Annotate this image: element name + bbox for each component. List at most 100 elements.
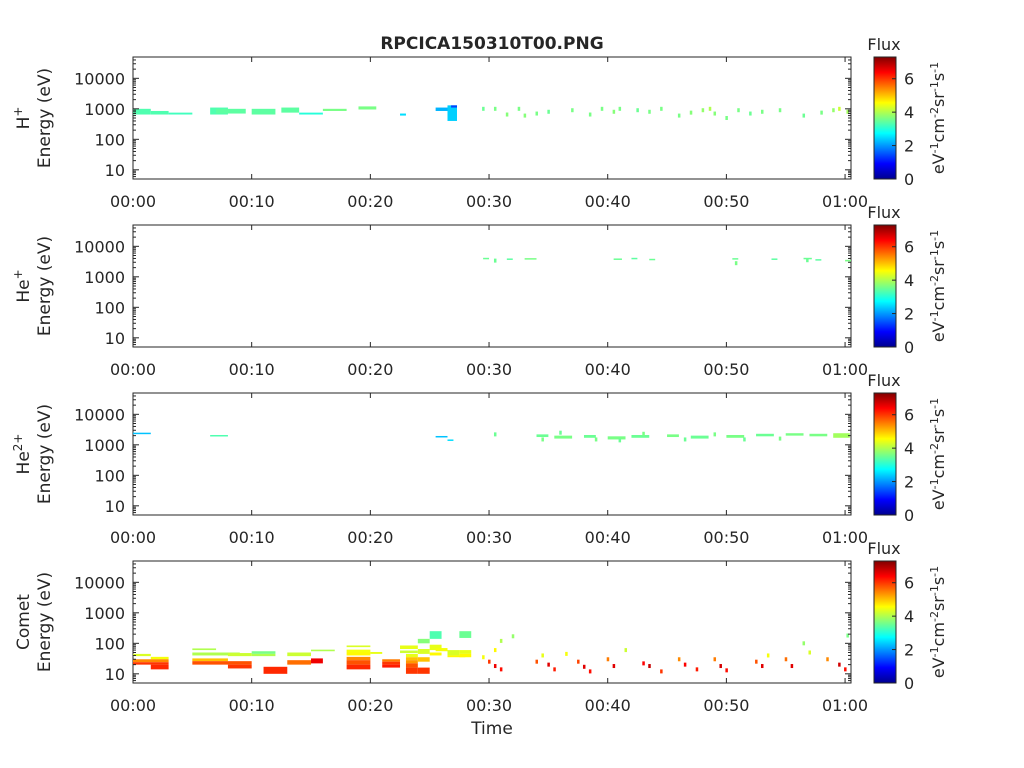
- heatmap-cell: [624, 648, 628, 653]
- heatmap-cell: [281, 107, 300, 113]
- x-tick-label: 00:40: [585, 360, 631, 379]
- heatmap-cell: [826, 657, 829, 662]
- x-tick-label: 00:30: [466, 696, 512, 715]
- heatmap-cell: [346, 656, 371, 661]
- heatmap-cell: [346, 649, 371, 653]
- heatmap-cell: [554, 435, 573, 439]
- heatmap-cell: [778, 108, 782, 113]
- y-tick-label: 1000: [84, 268, 125, 287]
- heatmap-cell: [311, 649, 335, 652]
- heatmap-cell: [322, 108, 347, 111]
- heatmap-cell: [577, 659, 580, 664]
- x-tick-label: 00:20: [347, 360, 393, 379]
- plot-frame: [132, 392, 852, 516]
- heatmap-cell: [133, 662, 169, 665]
- panel-he2p: 10 100 1000 10000 00:00 00:10 00:20 00:30 00:40 0…: [11, 371, 948, 547]
- heatmap-cell: [713, 657, 717, 662]
- y-tick-label: 10: [105, 665, 125, 684]
- panel-hp: 10 100 1000 10000 00:00 00:10 00:20 00:30 00:40 0…: [11, 35, 948, 211]
- y-tick-label: 10000: [74, 69, 125, 88]
- heatmap-cell: [346, 660, 371, 665]
- colorbar-tick-label: 2: [904, 305, 914, 324]
- panel-comet: 10 100 1000 10000 00:00 00:10 00:20 00:30 00:40 0…: [14, 539, 948, 739]
- heatmap-cell: [612, 664, 616, 669]
- colorbar: Flux 0 2 4 6 eV-1cm-2sr-1s-1: [867, 35, 948, 189]
- heatmap-cell: [820, 110, 823, 115]
- heatmap-cell: [749, 111, 752, 116]
- x-tick-label: 01:00: [822, 192, 868, 211]
- heatmap-cell: [382, 661, 401, 665]
- x-tick-label: 00:20: [347, 528, 393, 547]
- heatmap-cell: [251, 108, 276, 115]
- heatmap-cell: [400, 645, 418, 650]
- heatmap-cell: [766, 653, 770, 658]
- heatmap-cell: [459, 631, 472, 638]
- heatmap-cell: [447, 439, 454, 441]
- heatmap-cell: [802, 641, 806, 646]
- y-tick-label: 100: [94, 130, 125, 149]
- heatmap-cell: [133, 108, 151, 115]
- y-axis-label: Energy (eV): [35, 404, 55, 504]
- colorbar-tick-label: 6: [904, 70, 914, 89]
- heatmap-cell: [517, 106, 521, 111]
- heatmap-cell: [311, 658, 323, 664]
- heatmap-cell: [524, 258, 537, 260]
- colorbar-tick-label: 4: [904, 103, 914, 122]
- colorbar-tick-label: 0: [904, 506, 914, 525]
- heatmap-cell: [417, 657, 430, 662]
- species-label: He+: [11, 269, 34, 302]
- heatmap-cell: [547, 662, 550, 667]
- colorbar-tick-label: 2: [904, 641, 914, 660]
- heatmap-cell: [541, 437, 544, 442]
- heatmap-cell: [785, 433, 804, 436]
- heatmap-cell: [582, 664, 586, 669]
- heatmap-cell: [216, 108, 246, 114]
- heatmap-cell: [429, 644, 442, 651]
- heatmap-cell: [299, 112, 323, 115]
- heatmap-cell: [725, 668, 728, 673]
- heatmap-cell: [405, 653, 418, 658]
- heatmap-cell: [778, 436, 782, 441]
- heatmap-cell: [346, 664, 371, 670]
- heatmap-cell: [435, 107, 448, 111]
- heatmap-cell: [505, 112, 509, 117]
- heatmap-cell: [701, 108, 705, 113]
- colorbar-tick-label: 6: [904, 574, 914, 593]
- heatmap-cell: [192, 652, 240, 656]
- heatmap-cell: [210, 434, 228, 437]
- heatmap-cell: [405, 660, 418, 664]
- heatmap-cell: [760, 664, 764, 669]
- colorbar-gradient: [873, 56, 897, 180]
- heatmap-cell: [493, 258, 497, 263]
- heatmap-cell: [846, 633, 849, 638]
- heatmap-cell: [802, 113, 806, 118]
- x-tick-label: 00:00: [110, 360, 156, 379]
- heatmap-cell: [648, 109, 651, 114]
- heatmap-cell: [133, 653, 151, 657]
- species-label: H+: [11, 107, 34, 130]
- heatmap-cell: [535, 659, 539, 664]
- heatmap-cell: [459, 653, 472, 658]
- colorbar-unit-label: eV-1cm-2sr-1s-1: [928, 398, 949, 510]
- heatmap-cell: [429, 652, 442, 656]
- x-tick-label: 00:50: [703, 360, 749, 379]
- y-tick-label: 10: [105, 329, 125, 348]
- heatmap-cell: [734, 261, 738, 266]
- heatmap-cell: [451, 105, 457, 108]
- colorbar-tick-label: 0: [904, 674, 914, 693]
- x-tick-label: 00:10: [229, 360, 275, 379]
- heatmap-cell: [405, 657, 418, 661]
- heatmap-cell: [677, 657, 681, 662]
- colorbar: Flux 0 2 4 6 eV-1cm-2sr-1s-1: [867, 539, 948, 693]
- heatmap-cell: [447, 650, 460, 656]
- heatmap-cell: [227, 653, 252, 657]
- heatmap-cell: [660, 106, 663, 111]
- heatmap-cell: [607, 436, 626, 440]
- heatmap-cell: [737, 108, 740, 113]
- heatmap-cell: [417, 638, 430, 644]
- figure-title: RPCICA150310T00.PNG: [380, 34, 603, 54]
- heatmap-cell: [832, 108, 835, 113]
- colorbar-gradient: [873, 392, 897, 516]
- heatmap-cell: [287, 652, 312, 657]
